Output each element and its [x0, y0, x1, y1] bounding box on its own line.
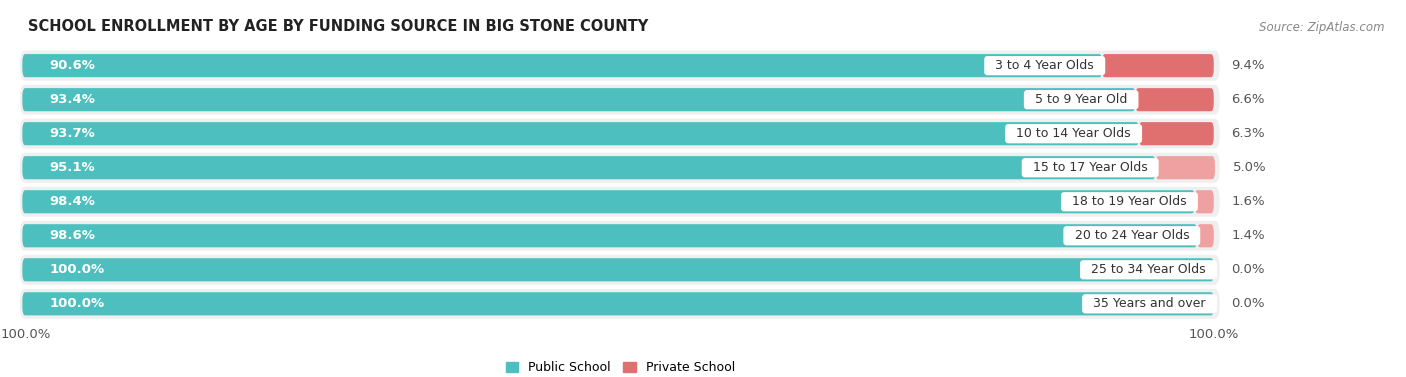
FancyBboxPatch shape: [22, 224, 1197, 247]
Text: 95.1%: 95.1%: [49, 161, 96, 174]
FancyBboxPatch shape: [20, 187, 1220, 217]
FancyBboxPatch shape: [20, 119, 1220, 149]
Text: 6.6%: 6.6%: [1232, 93, 1265, 106]
Text: 9.4%: 9.4%: [1232, 59, 1265, 72]
FancyBboxPatch shape: [22, 54, 1102, 77]
Text: 3 to 4 Year Olds: 3 to 4 Year Olds: [987, 59, 1102, 72]
Text: SCHOOL ENROLLMENT BY AGE BY FUNDING SOURCE IN BIG STONE COUNTY: SCHOOL ENROLLMENT BY AGE BY FUNDING SOUR…: [28, 19, 648, 34]
FancyBboxPatch shape: [1156, 156, 1215, 179]
FancyBboxPatch shape: [20, 289, 1220, 319]
Text: 5 to 9 Year Old: 5 to 9 Year Old: [1026, 93, 1136, 106]
Text: 90.6%: 90.6%: [49, 59, 96, 72]
FancyBboxPatch shape: [22, 258, 1213, 281]
Text: 1.6%: 1.6%: [1232, 195, 1265, 208]
FancyBboxPatch shape: [1136, 88, 1213, 111]
FancyBboxPatch shape: [20, 221, 1220, 251]
FancyBboxPatch shape: [1102, 54, 1213, 77]
Text: 6.3%: 6.3%: [1232, 127, 1265, 140]
Text: 35 Years and over: 35 Years and over: [1085, 297, 1213, 310]
FancyBboxPatch shape: [20, 85, 1220, 115]
Text: 10 to 14 Year Olds: 10 to 14 Year Olds: [1008, 127, 1139, 140]
Text: 5.0%: 5.0%: [1233, 161, 1267, 174]
FancyBboxPatch shape: [20, 51, 1220, 81]
Text: 20 to 24 Year Olds: 20 to 24 Year Olds: [1067, 229, 1197, 242]
Text: 93.4%: 93.4%: [49, 93, 96, 106]
Text: 100.0%: 100.0%: [49, 297, 105, 310]
Legend: Public School, Private School: Public School, Private School: [501, 356, 740, 377]
FancyBboxPatch shape: [20, 153, 1220, 183]
FancyBboxPatch shape: [22, 122, 1139, 145]
FancyBboxPatch shape: [22, 156, 1156, 179]
Text: 93.7%: 93.7%: [49, 127, 96, 140]
Text: 100.0%: 100.0%: [1188, 328, 1239, 341]
FancyBboxPatch shape: [22, 292, 1213, 316]
Text: 15 to 17 Year Olds: 15 to 17 Year Olds: [1025, 161, 1156, 174]
Text: 100.0%: 100.0%: [1, 328, 51, 341]
Text: 1.4%: 1.4%: [1232, 229, 1265, 242]
FancyBboxPatch shape: [1195, 190, 1213, 213]
Text: 98.4%: 98.4%: [49, 195, 96, 208]
FancyBboxPatch shape: [1139, 122, 1213, 145]
Text: 0.0%: 0.0%: [1232, 297, 1265, 310]
FancyBboxPatch shape: [20, 255, 1220, 285]
Text: 0.0%: 0.0%: [1232, 263, 1265, 276]
FancyBboxPatch shape: [22, 190, 1195, 213]
Text: 100.0%: 100.0%: [49, 263, 105, 276]
FancyBboxPatch shape: [22, 88, 1136, 111]
Text: 18 to 19 Year Olds: 18 to 19 Year Olds: [1064, 195, 1195, 208]
FancyBboxPatch shape: [1197, 224, 1213, 247]
Text: Source: ZipAtlas.com: Source: ZipAtlas.com: [1260, 21, 1385, 34]
Text: 25 to 34 Year Olds: 25 to 34 Year Olds: [1083, 263, 1213, 276]
Text: 98.6%: 98.6%: [49, 229, 96, 242]
